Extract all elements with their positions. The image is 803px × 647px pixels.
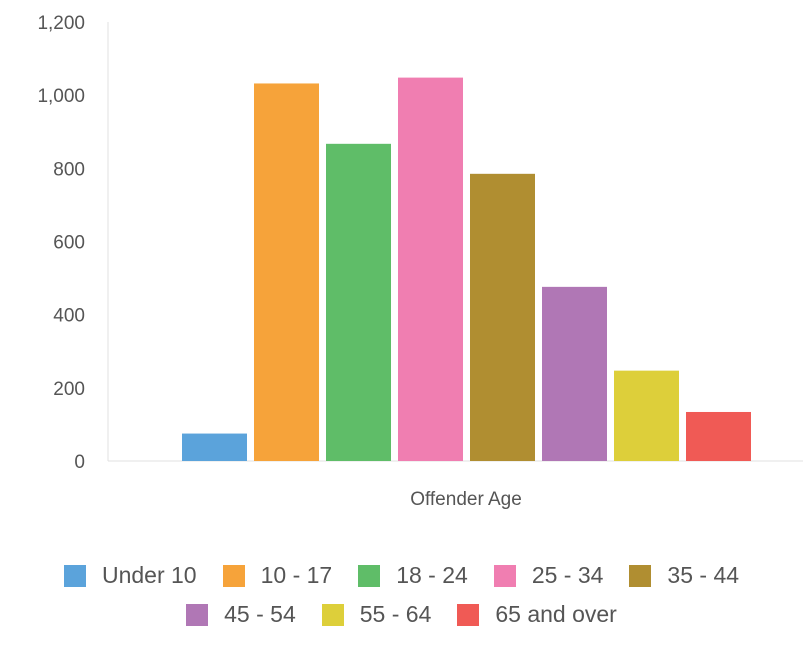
y-tick-label: 200: [53, 379, 85, 400]
legend-swatch: [321, 603, 344, 626]
legend-label: 55 - 64: [359, 601, 432, 627]
legend-swatch: [629, 564, 652, 587]
x-axis-label: Offender Age: [410, 489, 522, 510]
legend-item: 10 - 17: [222, 562, 333, 589]
legend-label: 10 - 17: [260, 562, 333, 588]
legend-item: 25 - 34: [493, 562, 604, 589]
y-tick-label: 400: [53, 306, 85, 327]
y-tick-label: 1,000: [37, 86, 85, 107]
legend-label: 35 - 44: [667, 562, 740, 588]
y-tick-label: 1,200: [37, 13, 85, 34]
bar: [542, 286, 607, 461]
legend-swatch: [358, 564, 381, 587]
y-tick-label: 0: [74, 452, 85, 473]
legend-label: 65 and over: [495, 601, 617, 627]
legend-item: 18 - 24: [358, 562, 468, 589]
bar: [182, 433, 247, 461]
legend-swatch: [63, 564, 86, 587]
y-tick-label: 600: [53, 233, 85, 254]
legend-row: Under 10 10 - 17 18 - 24 25 - 34 35 - 44: [63, 562, 739, 589]
legend-swatch: [493, 564, 516, 587]
bar: [614, 370, 679, 461]
bars: [182, 77, 751, 462]
legend-item: 35 - 44: [629, 562, 739, 589]
legend-swatch: [186, 603, 209, 626]
legend-item: 55 - 64: [321, 601, 432, 628]
legend-label: 18 - 24: [396, 562, 468, 588]
bar: [326, 143, 391, 461]
bar: [254, 83, 319, 462]
legend-swatch: [222, 564, 245, 587]
legend-label: 25 - 34: [531, 562, 604, 588]
bar: [470, 173, 535, 461]
bar: [686, 411, 751, 461]
legend-row: 45 - 54 55 - 64 65 and over: [186, 601, 617, 628]
legend-item: Under 10: [63, 562, 197, 589]
y-tick-label: 800: [53, 159, 85, 180]
legend-item: 45 - 54: [186, 601, 296, 628]
y-axis-ticks: 0 200 400 600 800 1,000 1,200: [37, 13, 85, 473]
legend-label: Under 10: [101, 562, 197, 588]
bar: [398, 77, 463, 462]
legend-item: 65 and over: [457, 601, 617, 628]
legend-swatch: [457, 603, 480, 626]
legend: Under 10 10 - 17 18 - 24 25 - 34 35 - 44 45 …: [0, 562, 803, 628]
bar-chart: 0 200 400 600 800 1,000 1,200 Offender Age: [37, 13, 803, 510]
legend-label: 45 - 54: [224, 601, 296, 627]
